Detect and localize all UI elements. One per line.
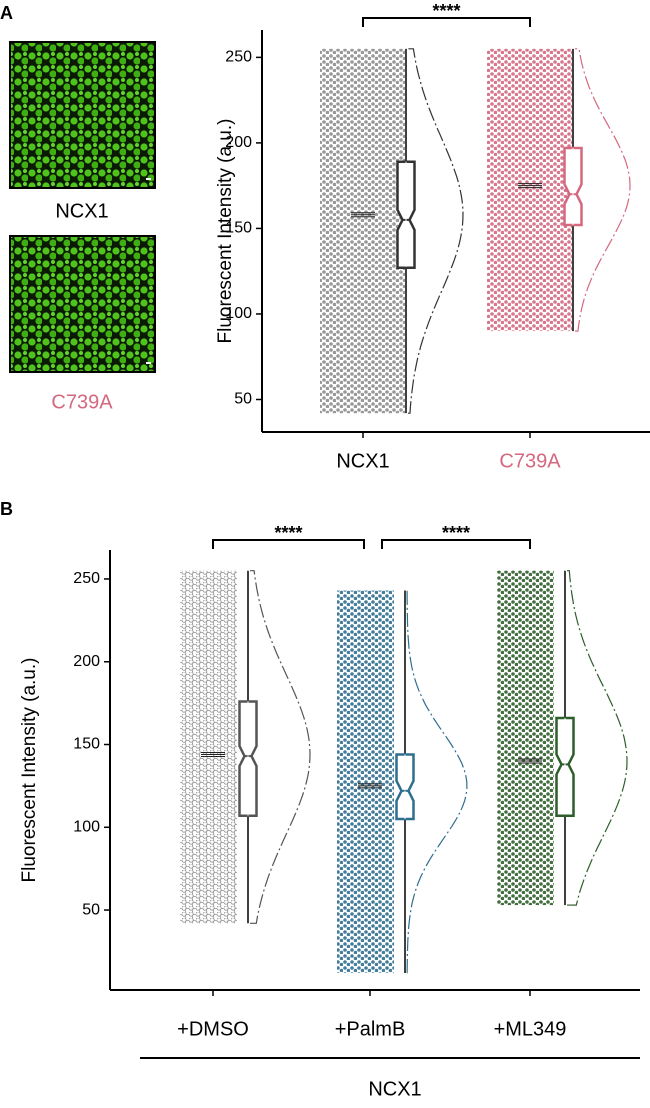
y-tick-label: 100 [73,818,100,835]
group-label: NCX1 [368,1078,421,1100]
micrograph [9,41,156,189]
y-tick-label: 200 [225,134,252,151]
y-tick-label: 50 [234,391,252,408]
y-axis-label: Fluorescent Intensity (a.u.) [19,658,40,883]
micrograph [9,235,156,373]
density [566,570,628,906]
density [249,570,311,924]
point-cloud [320,48,405,414]
x-tick-label: NCX1 [336,450,389,472]
x-tick-label: +ML349 [494,1018,567,1040]
y-tick-label: 250 [73,570,100,587]
point-cloud [337,590,394,973]
y-tick-label: 150 [73,736,100,753]
y-tick-label: 200 [73,653,100,670]
significance-label: **** [274,523,302,543]
image-label: C739A [51,391,113,413]
y-axis-label: Fluorescent Intensity (a.u.) [215,119,236,344]
panel-letter: B [0,499,13,519]
significance-label: **** [442,523,470,543]
image-label: NCX1 [55,200,108,222]
point-cloud [180,570,237,924]
density [407,48,464,414]
scale-bar [146,178,151,180]
density [574,48,631,332]
y-tick-label: 100 [225,305,252,322]
y-tick-label: 50 [82,901,100,918]
panel-letter: A [0,3,13,23]
significance-bracket [362,17,531,27]
significance-bracket [381,539,531,549]
point-cloud [497,570,554,906]
significance-label: **** [432,1,460,21]
x-tick-label: +PalmB [335,1018,406,1040]
box [396,160,416,270]
point-cloud [487,48,572,332]
y-tick-label: 150 [225,220,252,237]
y-tick-label: 250 [225,49,252,66]
significance-bracket [212,539,365,549]
x-tick-label: C739A [499,450,561,472]
scale-bar [146,362,151,364]
density [406,590,468,974]
x-tick-label: +DMSO [177,1018,249,1040]
